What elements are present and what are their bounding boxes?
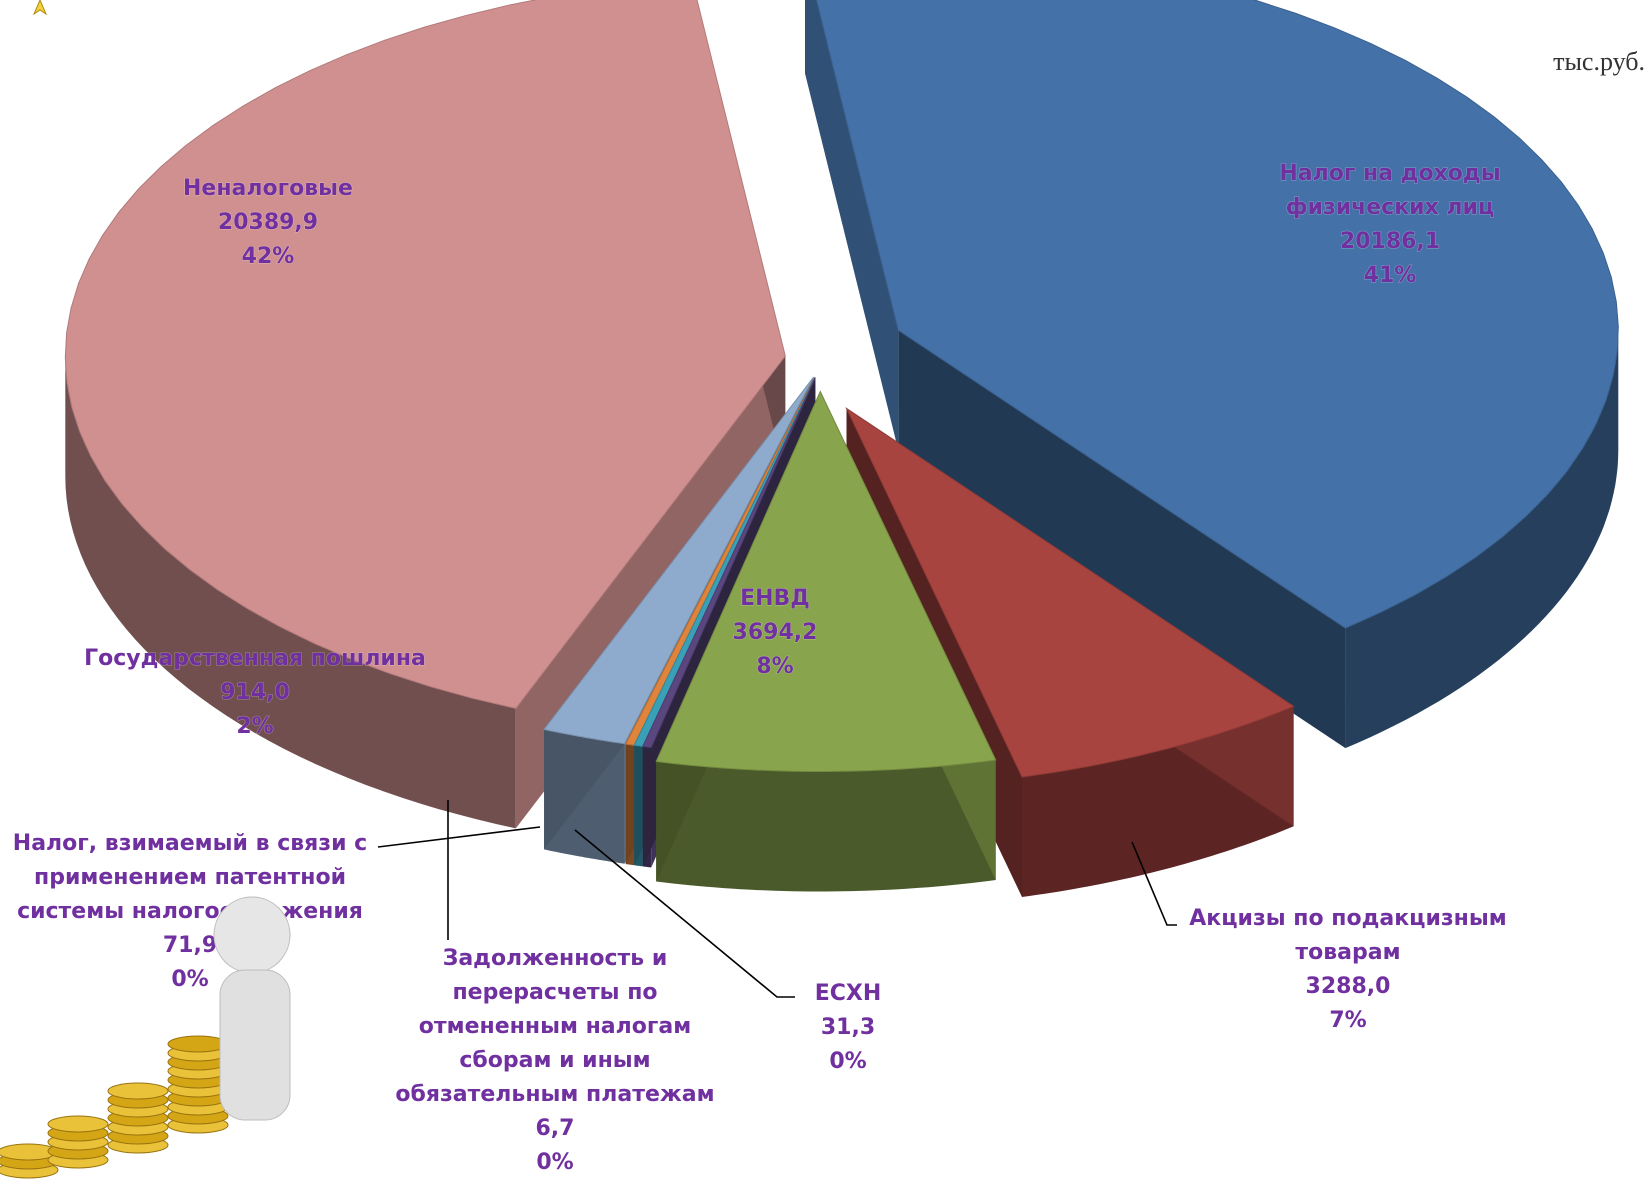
slice-value-gosposhlina: 914,0 <box>220 680 290 705</box>
pie-slice-side-nenalog <box>65 356 516 829</box>
pie-slice-top-akcizy <box>845 406 1295 778</box>
slice-percent-gosposhlina: 2% <box>236 714 273 739</box>
slice-value-envd: 3694,2 <box>733 620 818 645</box>
star-icon <box>32 0 48 16</box>
pie-slice-top-zadolzh <box>633 377 816 747</box>
slice-label-ndfl: Налог на доходы <box>1279 161 1500 186</box>
leader-line-patent <box>377 826 541 848</box>
coins-illustration <box>0 0 291 1179</box>
leader-line-akcizy <box>1131 841 1177 926</box>
unit-label: тыс.руб. <box>1553 47 1645 76</box>
slice-percent-ndfl: 41% <box>1364 263 1417 288</box>
slice-label-nenalog: Неналоговые <box>183 176 353 201</box>
figure-head-shape <box>213 896 291 974</box>
coin-shape <box>47 1115 109 1133</box>
figure-body-shape <box>219 969 291 1121</box>
pie-slice-wall-ndfl <box>805 0 899 451</box>
pie-slice-side-envd <box>656 760 996 892</box>
slice-label-zadolzh: перерасчеты по <box>452 980 657 1005</box>
pie-slice-top-nenalog <box>64 0 786 709</box>
pie-slice-wall-ndfl <box>898 330 1346 749</box>
slice-percent-eshn: 0% <box>829 1049 866 1074</box>
slice-label-zadolzh: отмененным налогам <box>419 1014 691 1039</box>
leader-line-eshn <box>574 829 795 998</box>
slice-label-patent: применением патентной <box>34 865 346 890</box>
coin-shape <box>167 1035 229 1053</box>
slice-percent-akcizy: 7% <box>1329 1008 1366 1033</box>
slice-label-gosposhlina: Государственная пошлина <box>84 646 426 671</box>
slice-label-envd: ЕНВД <box>740 586 810 611</box>
slice-value-eshn: 31,3 <box>821 1015 875 1040</box>
pie-slices <box>64 0 1619 897</box>
slice-label-zadolzh: сборам и иным <box>459 1048 650 1073</box>
slice-percent-nenalog: 42% <box>242 244 295 269</box>
slice-label-ndfl: физических лиц <box>1286 195 1495 220</box>
slice-label-patent: Налог, взимаемый в связи с <box>13 831 367 856</box>
pie-slice-side-ndfl <box>1345 330 1619 749</box>
slice-percent-patent: 0% <box>171 967 208 992</box>
slice-value-ndfl: 20186,1 <box>1340 229 1440 254</box>
pie-slice-ndfl <box>805 0 1619 749</box>
pie-slice-top-eshn <box>642 377 816 748</box>
pie-slice-top-envd <box>655 390 997 772</box>
slice-value-akcizy: 3288,0 <box>1306 974 1391 999</box>
data-labels: Налог на доходы физических лиц 20186,1 41% А… <box>12 161 1507 1176</box>
leader-lines <box>377 800 1177 998</box>
slice-percent-envd: 8% <box>756 654 793 679</box>
slice-label-eshn: ЕСХН <box>815 981 882 1006</box>
slice-value-nenalog: 20389,9 <box>218 210 318 235</box>
slice-label-zadolzh: обязательным платежам <box>395 1082 714 1107</box>
slice-percent-zadolzh: 0% <box>536 1150 573 1175</box>
slice-label-akcizy: товарам <box>1295 940 1400 965</box>
slice-label-patent: системы налогообложения <box>17 899 363 924</box>
slice-label-zadolzh: Задолженность и <box>443 946 668 971</box>
slice-label-akcizy: Акцизы по подакцизным <box>1189 906 1506 931</box>
coin-shape <box>107 1082 169 1100</box>
pie-slice-top-ndfl <box>816 0 1619 629</box>
pie-slice-top-gosposhlina <box>543 376 815 745</box>
pie-slice-top-patent <box>625 377 816 746</box>
pie-slice-envd <box>655 390 997 892</box>
slice-value-patent: 71,9 <box>163 933 217 958</box>
slice-value-zadolzh: 6,7 <box>536 1116 575 1141</box>
